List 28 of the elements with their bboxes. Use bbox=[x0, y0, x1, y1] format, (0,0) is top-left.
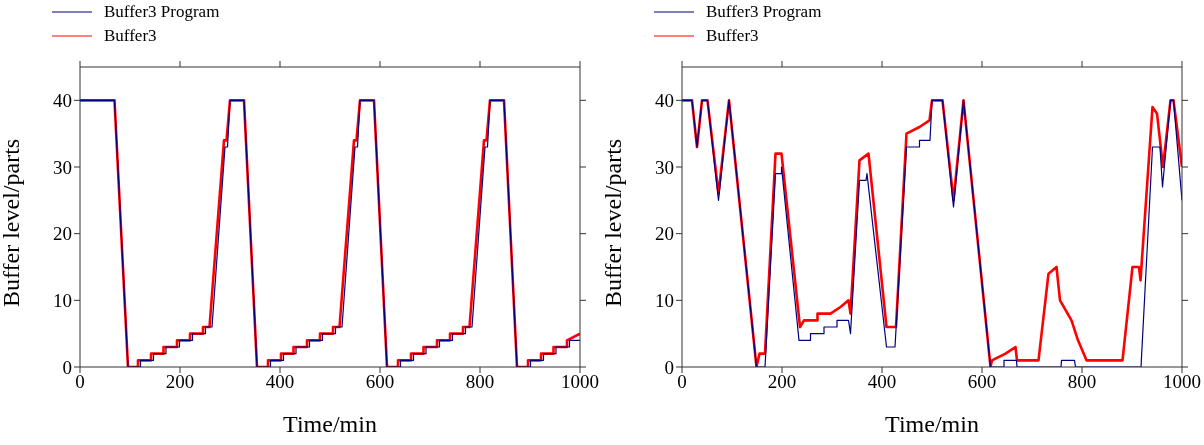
y-tick-label: 30 bbox=[53, 156, 72, 178]
y-tick-label: 40 bbox=[53, 90, 72, 112]
y-tick-label: 30 bbox=[655, 156, 674, 178]
y-tick-label: 0 bbox=[62, 356, 72, 378]
x-tick-label: 400 bbox=[265, 371, 295, 393]
x-tick-label: 800 bbox=[1067, 371, 1097, 393]
x-tick-label: 600 bbox=[967, 371, 997, 393]
x-axis-title: Time/min bbox=[885, 411, 979, 438]
y-axis-title: Buffer level/parts bbox=[0, 138, 24, 307]
legend-label: Buffer3 Program bbox=[706, 2, 822, 22]
y-tick-label: 10 bbox=[53, 290, 72, 312]
y-tick-label: 20 bbox=[655, 223, 674, 245]
y-tick-label: 10 bbox=[655, 290, 674, 312]
x-tick-label: 1000 bbox=[561, 371, 599, 393]
x-tick-label: 400 bbox=[867, 371, 897, 393]
x-tick-label: 200 bbox=[165, 371, 195, 393]
legend-label: Buffer3 Program bbox=[104, 2, 220, 22]
x-axis-title: Time/min bbox=[283, 411, 377, 438]
legend-label: Buffer3 bbox=[104, 26, 157, 46]
legend-label: Buffer3 bbox=[706, 26, 759, 46]
x-tick-label: 600 bbox=[365, 371, 395, 393]
x-tick-label: 800 bbox=[465, 371, 495, 393]
y-tick-label: 40 bbox=[655, 90, 674, 112]
x-tick-label: 200 bbox=[767, 371, 797, 393]
y-axis-title: Buffer level/parts bbox=[599, 138, 626, 307]
y-tick-label: 0 bbox=[664, 356, 674, 378]
y-tick-label: 20 bbox=[53, 223, 72, 245]
x-tick-label: 1000 bbox=[1163, 371, 1201, 393]
